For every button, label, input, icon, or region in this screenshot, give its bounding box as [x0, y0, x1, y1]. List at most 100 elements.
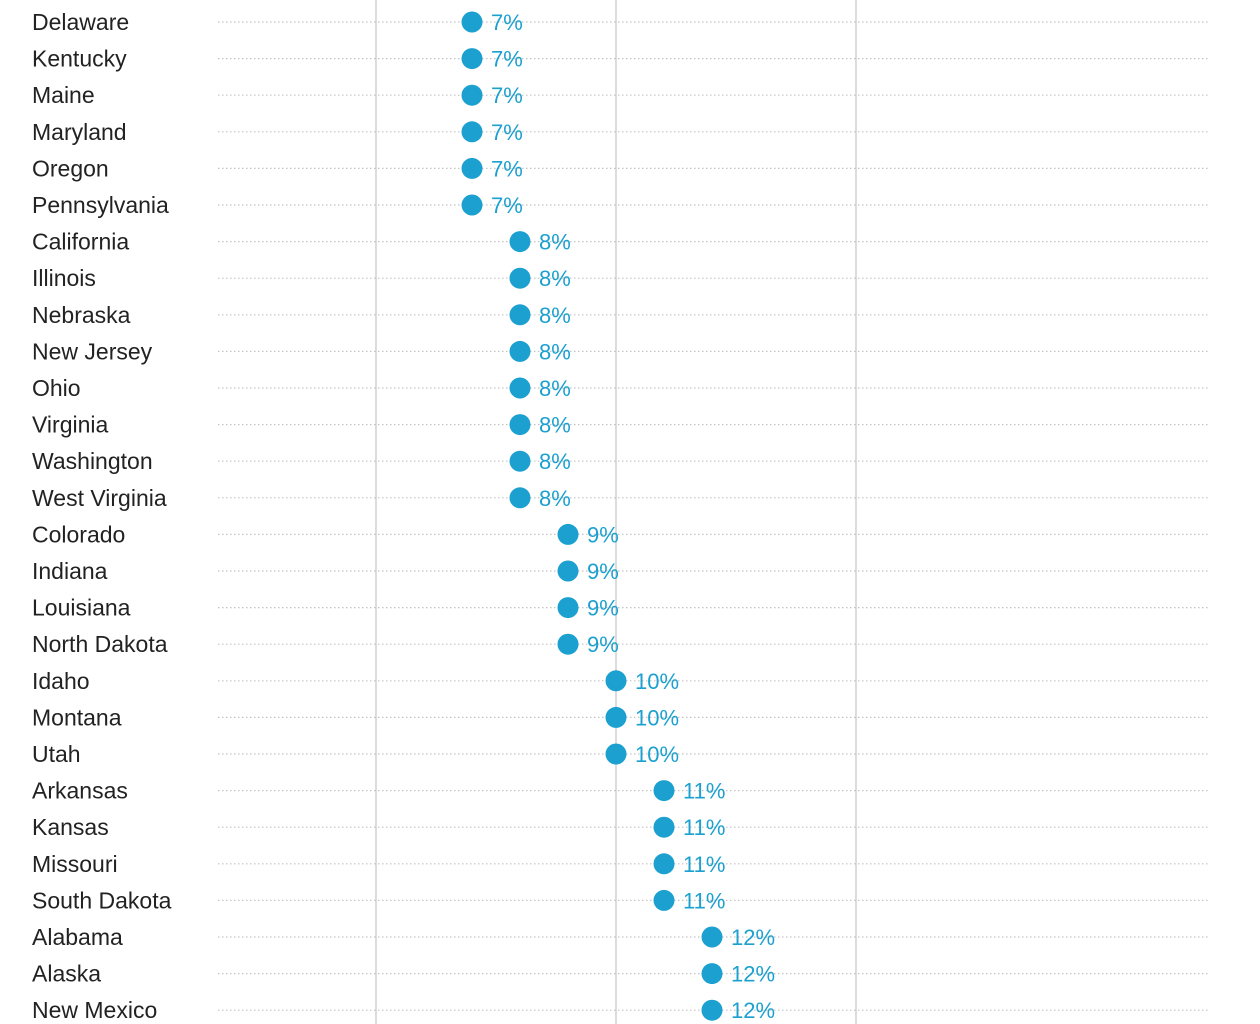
data-point	[509, 304, 531, 326]
data-label: 10%	[635, 742, 679, 767]
data-point	[557, 560, 579, 582]
row-label: Virginia	[32, 412, 108, 438]
data-label: 8%	[539, 449, 571, 474]
chart-row: West Virginia 8%	[32, 485, 1208, 511]
data-point	[509, 377, 531, 399]
chart-row: Utah 10%	[32, 741, 1208, 767]
row-label: Arkansas	[32, 778, 128, 804]
chart-row: Oregon 7%	[32, 155, 1208, 181]
data-point	[509, 340, 531, 362]
chart-row: New Mexico 12%	[32, 997, 1208, 1023]
chart-row: Alaska 12%	[32, 961, 1208, 987]
data-point	[557, 633, 579, 655]
data-label: 7%	[491, 156, 523, 181]
row-label: Utah	[32, 741, 81, 767]
data-point	[509, 414, 531, 436]
data-label: 12%	[731, 962, 775, 987]
chart-row: New Jersey 8%	[32, 338, 1208, 364]
data-label: 9%	[587, 559, 619, 584]
data-label: 9%	[587, 596, 619, 621]
row-label: Delaware	[32, 9, 129, 35]
data-label: 7%	[491, 193, 523, 218]
data-point	[557, 523, 579, 545]
chart-row: Delaware 7%	[32, 9, 1208, 35]
data-point	[509, 231, 531, 253]
data-label: 7%	[491, 10, 523, 35]
chart-row: Kentucky 7%	[32, 46, 1208, 72]
data-label: 8%	[539, 376, 571, 401]
data-point	[461, 48, 483, 70]
data-label: 9%	[587, 632, 619, 657]
row-label: Missouri	[32, 851, 118, 877]
chart-row: Kansas 11%	[32, 814, 1208, 840]
rows-layer: Delaware 7%Kentucky 7%Maine 7%Maryland 7%Ore…	[32, 9, 1208, 1023]
chart-row: Ohio 8%	[32, 375, 1208, 401]
chart-row: Colorado 9%	[32, 521, 1208, 547]
row-label: Maryland	[32, 119, 127, 145]
row-label: New Jersey	[32, 338, 153, 364]
chart-row: Indiana 9%	[32, 558, 1208, 584]
row-label: Montana	[32, 704, 122, 730]
row-label: Pennsylvania	[32, 192, 169, 218]
chart-row: Washington 8%	[32, 448, 1208, 474]
data-point	[605, 706, 627, 728]
data-label: 8%	[539, 486, 571, 511]
data-label: 7%	[491, 83, 523, 108]
row-label: North Dakota	[32, 631, 168, 657]
data-point	[701, 999, 723, 1021]
data-point	[509, 450, 531, 472]
data-label: 11%	[683, 888, 725, 913]
data-label: 11%	[683, 815, 725, 840]
data-point	[701, 963, 723, 985]
data-point	[461, 194, 483, 216]
data-label: 8%	[539, 303, 571, 328]
data-label: 8%	[539, 266, 571, 291]
chart-row: North Dakota 9%	[32, 631, 1208, 657]
data-point	[701, 926, 723, 948]
data-point	[461, 157, 483, 179]
chart-row: Louisiana 9%	[32, 595, 1208, 621]
row-label: Ohio	[32, 375, 81, 401]
data-label: 8%	[539, 230, 571, 255]
row-label: Nebraska	[32, 302, 131, 328]
grid-layer	[375, 0, 857, 1024]
row-label: West Virginia	[32, 485, 167, 511]
row-label: Indiana	[32, 558, 108, 584]
row-label: New Mexico	[32, 997, 157, 1023]
chart-row: Maryland 7%	[32, 119, 1208, 145]
chart-row: Illinois 8%	[32, 265, 1208, 291]
row-label: Washington	[32, 448, 153, 474]
data-point	[653, 816, 675, 838]
data-point	[605, 743, 627, 765]
chart-row: South Dakota 11%	[32, 887, 1208, 913]
data-label: 7%	[491, 120, 523, 145]
data-label: 8%	[539, 339, 571, 364]
chart-row: Maine 7%	[32, 82, 1208, 108]
data-label: 12%	[731, 998, 775, 1023]
data-label: 11%	[683, 852, 725, 877]
data-point	[653, 889, 675, 911]
row-label: Oregon	[32, 155, 109, 181]
data-point	[653, 780, 675, 802]
row-label: Alabama	[32, 924, 123, 950]
data-point	[653, 853, 675, 875]
data-point	[605, 670, 627, 692]
row-label: Colorado	[32, 521, 125, 547]
chart-row: Pennsylvania 7%	[32, 192, 1208, 218]
data-label: 9%	[587, 522, 619, 547]
data-label: 8%	[539, 413, 571, 438]
row-label: Idaho	[32, 668, 90, 694]
chart-row: Montana 10%	[32, 704, 1208, 730]
chart-row: Nebraska 8%	[32, 302, 1208, 328]
row-label: Maine	[32, 82, 95, 108]
data-label: 10%	[635, 669, 679, 694]
chart-row: Arkansas 11%	[32, 778, 1208, 804]
chart-row: Alabama 12%	[32, 924, 1208, 950]
row-label: Kansas	[32, 814, 109, 840]
data-point	[461, 121, 483, 143]
data-label: 10%	[635, 705, 679, 730]
data-label: 7%	[491, 47, 523, 72]
data-point	[509, 267, 531, 289]
chart-row: Missouri 11%	[32, 851, 1208, 877]
